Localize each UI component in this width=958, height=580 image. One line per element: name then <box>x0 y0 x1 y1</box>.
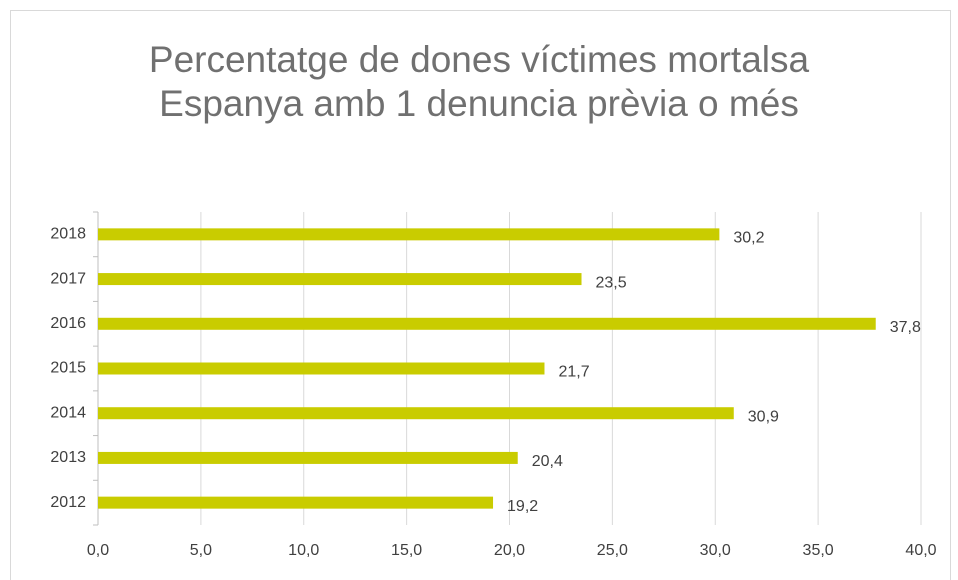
bar <box>98 496 494 509</box>
x-tick-label: 35,0 <box>803 542 834 559</box>
data-label: 37,8 <box>890 319 921 336</box>
bar <box>98 451 518 464</box>
y-tick-label: 2018 <box>50 226 86 243</box>
y-tick-label: 2017 <box>50 270 86 287</box>
bar <box>98 228 720 241</box>
x-tick-label: 15,0 <box>391 542 422 559</box>
data-label: 30,9 <box>748 408 779 425</box>
data-label: 30,2 <box>733 230 764 247</box>
data-label: 21,7 <box>558 364 589 381</box>
x-tick-label: 30,0 <box>700 542 731 559</box>
y-tick-label: 2012 <box>50 494 86 511</box>
y-tick-label: 2014 <box>50 404 86 421</box>
y-tick-label: 2015 <box>50 360 86 377</box>
x-tick-label: 0,0 <box>87 542 109 559</box>
bar <box>98 407 734 420</box>
data-label: 23,5 <box>596 274 627 291</box>
x-tick-label: 20,0 <box>494 542 525 559</box>
x-tick-label: 40,0 <box>905 542 936 559</box>
x-tick-label: 10,0 <box>288 542 319 559</box>
bar <box>98 362 545 375</box>
x-tick-label: 25,0 <box>597 542 628 559</box>
data-label: 19,2 <box>507 498 538 515</box>
y-tick-label: 2013 <box>50 449 86 466</box>
bar <box>98 273 582 286</box>
bar <box>98 317 876 330</box>
data-label: 20,4 <box>532 453 563 470</box>
chart-title: Percentatge de dones víctimes mortalsa E… <box>148 39 810 124</box>
x-tick-label: 5,0 <box>190 542 212 559</box>
chart-border <box>10 10 951 580</box>
y-tick-label: 2016 <box>50 315 86 332</box>
